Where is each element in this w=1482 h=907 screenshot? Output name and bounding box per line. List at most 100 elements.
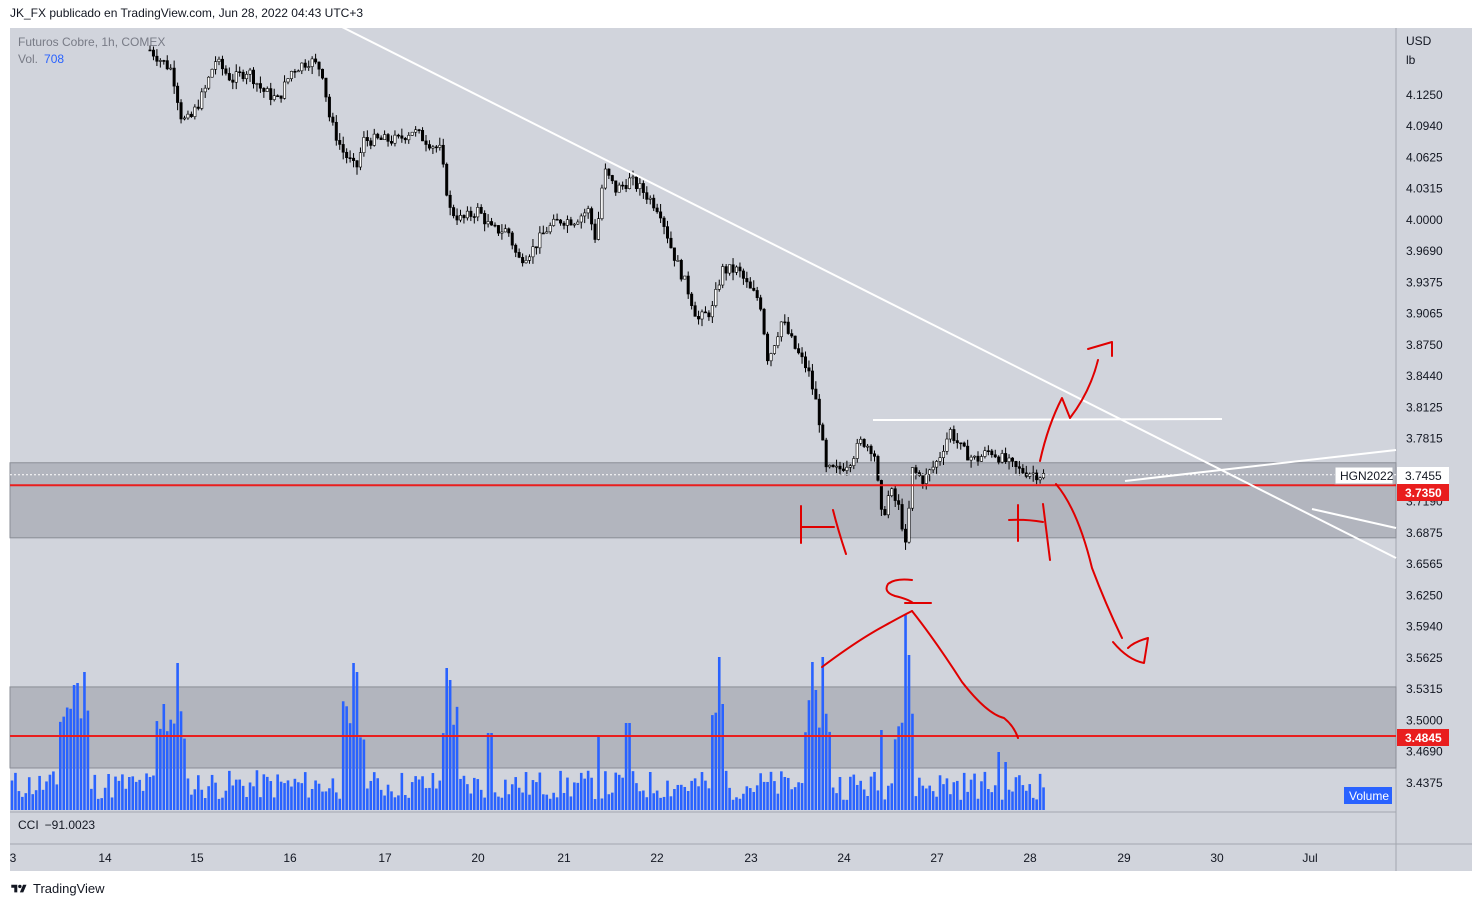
candle-body: [797, 348, 801, 354]
candle-body: [286, 78, 290, 83]
candle-body: [341, 144, 345, 153]
volume-bar: [359, 737, 362, 810]
volume-bar: [635, 783, 638, 810]
volume-bar: [431, 773, 435, 810]
candle-body: [469, 210, 473, 217]
volume-bar: [769, 771, 773, 810]
y-tick-label: 3.4690: [1406, 744, 1443, 758]
x-tick-label: 30: [1210, 851, 1224, 865]
volume-bar: [286, 780, 290, 810]
volume-bar: [103, 787, 107, 810]
time-axis-labels: 3 14 15 16 17 20 21 22 23 24 27 28 29 30 Jul: [10, 851, 1318, 865]
volume-bar: [121, 774, 124, 810]
candle-body: [717, 284, 721, 290]
candle-body: [586, 208, 590, 214]
volume-bar: [303, 772, 307, 810]
volume-bar: [445, 668, 448, 810]
volume-bar: [69, 708, 72, 810]
volume-bar: [424, 788, 428, 810]
volume-bar: [324, 791, 328, 810]
volume-bar: [621, 777, 624, 810]
candle-body: [241, 71, 245, 80]
volume-bar: [110, 797, 114, 810]
volume-peak-arrow-right: [911, 610, 1019, 739]
volume-bar: [604, 771, 607, 810]
unit-label: lb: [1406, 53, 1416, 67]
volume-bar: [845, 799, 849, 810]
candle-body: [262, 87, 266, 92]
candle-body: [455, 215, 459, 221]
volume-bar: [193, 789, 197, 810]
y-tick-label: 3.5000: [1406, 713, 1443, 727]
volume-bar: [524, 772, 528, 810]
x-tick-label: 17: [378, 851, 392, 865]
volume-bar: [134, 781, 138, 810]
x-tick-label: Jul: [1302, 851, 1317, 865]
candle-body: [990, 450, 994, 456]
candle-body: [948, 429, 952, 440]
volume-bar: [573, 782, 576, 810]
candle-body: [755, 290, 759, 299]
candle-body: [1021, 468, 1025, 474]
candle-body: [869, 445, 873, 455]
candle-body: [848, 465, 852, 468]
volume-bar: [821, 657, 825, 810]
candle-body: [579, 215, 583, 223]
candle-body: [645, 192, 649, 200]
right-trendline-lower: [1311, 508, 1397, 529]
volume-bar: [1011, 791, 1014, 810]
volume-bar: [197, 775, 200, 810]
candle-body: [269, 88, 273, 100]
volume-bar: [883, 799, 887, 810]
volume-tag[interactable]: Volume: [1344, 787, 1392, 804]
volume-bar: [973, 773, 976, 810]
volume-bar: [348, 723, 352, 810]
volume-bar: [314, 780, 317, 810]
y-tick-label: 3.6565: [1406, 557, 1443, 571]
candle-body: [234, 71, 238, 83]
candle-body: [855, 443, 859, 459]
volume-bar: [714, 712, 718, 810]
volume-bar: [614, 772, 618, 810]
candle-body: [672, 247, 676, 261]
candle-body: [683, 275, 687, 280]
volume-bar: [283, 783, 286, 810]
volume-bar: [41, 789, 45, 810]
candle-body: [786, 321, 790, 334]
candle-body: [641, 183, 645, 193]
volume-bar: [48, 774, 52, 810]
volume-bar: [79, 718, 83, 810]
candle-body: [431, 146, 435, 149]
volume-bar: [717, 657, 721, 810]
volume-bar: [21, 796, 24, 810]
volume-bar: [721, 704, 724, 810]
volume-bar: [221, 797, 224, 810]
candle-body: [276, 95, 280, 98]
candle-body: [379, 137, 383, 141]
candle-body: [396, 134, 400, 137]
volume-bar: [466, 784, 469, 810]
candle-body: [320, 68, 324, 79]
volume-bar: [245, 796, 248, 810]
candle-body: [686, 275, 690, 295]
volume-bar: [62, 716, 66, 810]
volume-bar: [593, 799, 597, 810]
candle-body: [828, 464, 832, 468]
head-S: [885, 578, 932, 604]
candle-body: [214, 61, 218, 70]
volume-bar: [831, 787, 835, 810]
candle-body: [307, 66, 311, 68]
tradingview-footer[interactable]: TradingView: [10, 881, 105, 896]
x-tick-label: 16: [283, 851, 297, 865]
candle-body: [569, 219, 573, 226]
candle-body: [389, 141, 393, 144]
x-tick-label: 28: [1023, 851, 1037, 865]
volume-bar: [307, 797, 310, 810]
candle-body: [759, 297, 763, 310]
candle-body: [438, 144, 442, 148]
candle-body: [593, 223, 597, 240]
candle-body: [710, 305, 714, 318]
candle-body: [728, 264, 732, 274]
volume-bar: [711, 715, 714, 810]
